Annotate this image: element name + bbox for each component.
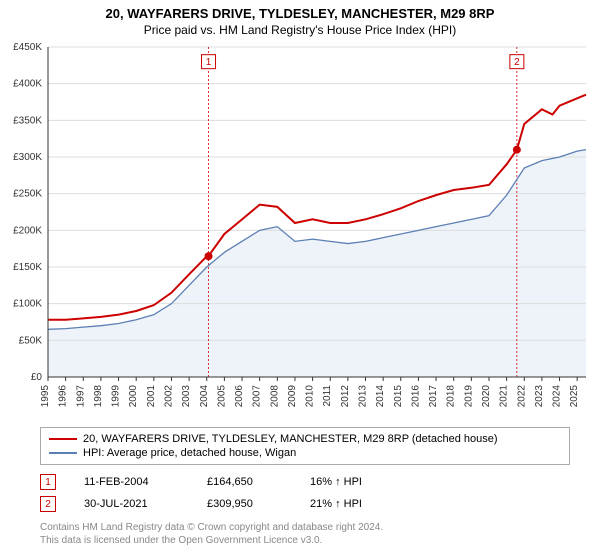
svg-text:£200K: £200K (13, 225, 42, 236)
svg-text:£250K: £250K (13, 189, 42, 200)
svg-text:£300K: £300K (13, 152, 42, 163)
legend-swatch (49, 438, 77, 440)
svg-text:2020: 2020 (481, 385, 492, 408)
svg-text:1999: 1999 (111, 385, 122, 408)
svg-text:2003: 2003 (181, 385, 192, 408)
svg-text:2007: 2007 (252, 385, 263, 408)
svg-text:2015: 2015 (393, 385, 404, 408)
marker-badge: 1 (40, 474, 56, 490)
svg-text:£450K: £450K (13, 42, 42, 53)
svg-text:£50K: £50K (19, 335, 43, 346)
marker-row: 2 30-JUL-2021 £309,950 21% ↑ HPI (40, 493, 570, 515)
marker-pct: 21% ↑ HPI (310, 498, 365, 510)
svg-text:2002: 2002 (163, 385, 174, 408)
svg-text:1: 1 (206, 57, 212, 68)
svg-text:1997: 1997 (75, 385, 86, 408)
svg-text:2013: 2013 (358, 385, 369, 408)
marker-date: 11-FEB-2004 (84, 476, 179, 488)
legend-label: 20, WAYFARERS DRIVE, TYLDESLEY, MANCHEST… (83, 433, 498, 445)
svg-text:2006: 2006 (234, 385, 245, 408)
legend: 20, WAYFARERS DRIVE, TYLDESLEY, MANCHEST… (40, 427, 570, 465)
svg-text:£100K: £100K (13, 299, 42, 310)
svg-text:2018: 2018 (446, 385, 457, 408)
footer-line-2: This data is licensed under the Open Gov… (40, 534, 570, 547)
svg-text:£350K: £350K (13, 115, 42, 126)
svg-text:2024: 2024 (552, 385, 563, 408)
footer-line-1: Contains HM Land Registry data © Crown c… (40, 521, 570, 534)
svg-text:2001: 2001 (146, 385, 157, 408)
line-chart: £0 £50K £100K £150K £200K £250K £300K £350K £400… (0, 41, 600, 421)
svg-text:2005: 2005 (216, 385, 227, 408)
legend-swatch (49, 452, 77, 454)
svg-text:1995: 1995 (40, 385, 51, 408)
marker-table: 1 11-FEB-2004 £164,650 16% ↑ HPI 2 30-JUL-202… (40, 471, 570, 515)
chart-subtitle: Price paid vs. HM Land Registry's House … (0, 21, 600, 41)
svg-text:2008: 2008 (269, 385, 280, 408)
marker-badge: 2 (40, 496, 56, 512)
legend-label: HPI: Average price, detached house, Wiga… (83, 447, 296, 459)
svg-text:2014: 2014 (375, 385, 386, 408)
svg-text:2: 2 (514, 57, 520, 68)
svg-text:2004: 2004 (199, 385, 210, 408)
svg-text:2010: 2010 (305, 385, 316, 408)
svg-text:£400K: £400K (13, 79, 42, 90)
svg-text:1998: 1998 (93, 385, 104, 408)
svg-text:2019: 2019 (463, 385, 474, 408)
marker-price: £164,650 (207, 476, 282, 488)
svg-text:2011: 2011 (322, 385, 333, 407)
marker-row: 1 11-FEB-2004 £164,650 16% ↑ HPI (40, 471, 570, 493)
svg-text:2000: 2000 (128, 385, 139, 408)
marker-date: 30-JUL-2021 (84, 498, 179, 510)
chart-title: 20, WAYFARERS DRIVE, TYLDESLEY, MANCHEST… (0, 0, 600, 21)
svg-text:2025: 2025 (569, 385, 580, 408)
legend-row: HPI: Average price, detached house, Wiga… (49, 446, 561, 460)
svg-text:1996: 1996 (58, 385, 69, 408)
svg-text:2009: 2009 (287, 385, 298, 408)
svg-text:2023: 2023 (534, 385, 545, 408)
svg-text:£150K: £150K (13, 262, 42, 273)
legend-row: 20, WAYFARERS DRIVE, TYLDESLEY, MANCHEST… (49, 432, 561, 446)
footer-attribution: Contains HM Land Registry data © Crown c… (40, 521, 570, 547)
svg-text:2021: 2021 (499, 385, 510, 408)
chart-area: £0 £50K £100K £150K £200K £250K £300K £350K £400… (0, 41, 600, 421)
marker-pct: 16% ↑ HPI (310, 476, 365, 488)
svg-text:2016: 2016 (410, 385, 421, 408)
svg-text:2022: 2022 (516, 385, 527, 408)
svg-text:2017: 2017 (428, 385, 439, 408)
marker-price: £309,950 (207, 498, 282, 510)
svg-text:2012: 2012 (340, 385, 351, 408)
svg-text:£0: £0 (31, 372, 43, 383)
